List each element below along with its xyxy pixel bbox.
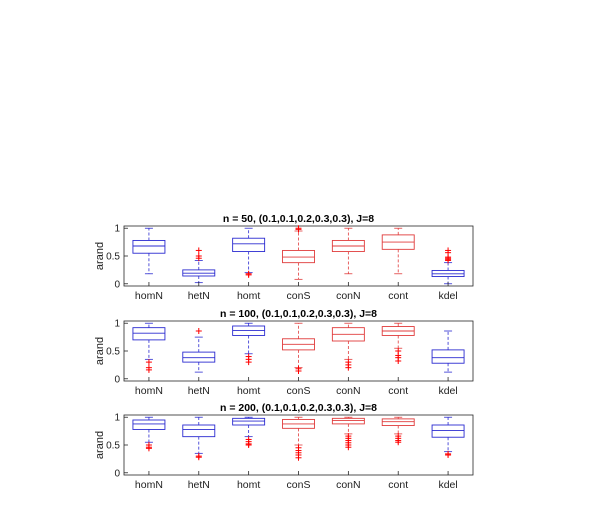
box-iqr <box>431 349 465 364</box>
chart-title: n = 100, (0.1,0.1,0.2,0.3,0.3), J=8 <box>220 308 377 320</box>
x-tick-label: conN <box>336 290 361 302</box>
box-homt <box>232 322 266 366</box>
outlier-marker <box>345 364 352 371</box>
x-tick-label: homt <box>237 290 260 302</box>
box-hetN <box>182 247 216 284</box>
outlier-marker <box>245 271 252 278</box>
box-iqr <box>331 417 365 425</box>
x-tick-label: kdel <box>438 385 457 397</box>
outlier-marker <box>245 442 252 448</box>
box-iqr <box>132 239 166 254</box>
outlier-marker <box>195 253 202 259</box>
outlier-marker <box>445 247 452 254</box>
x-tick-label: conS <box>287 385 311 397</box>
chart-title: n = 200, (0.1,0.1,0.2,0.3,0.3), J=8 <box>220 402 377 414</box>
outlier-marker <box>195 247 202 254</box>
outlier-marker <box>295 226 302 233</box>
outlier-marker <box>395 358 402 364</box>
outlier-marker <box>295 454 302 461</box>
box-iqr <box>381 418 415 427</box>
box-conS <box>282 416 315 461</box>
x-tick-label: hetN <box>188 479 210 491</box>
outlier-marker <box>395 439 402 446</box>
box-iqr <box>132 419 166 430</box>
y-axis-label: arand <box>94 242 106 270</box>
chart-panel-1: n = 50, (0.1,0.1,0.2,0.3,0.3), J=8arand0… <box>94 213 474 302</box>
x-tick-label: homN <box>135 479 163 491</box>
y-tick-label: 0.5 <box>106 252 120 263</box>
x-tick-label: cont <box>388 479 408 491</box>
y-tick-label: 1 <box>114 319 120 330</box>
box-cont <box>381 227 415 275</box>
outlier-marker <box>145 359 152 366</box>
box-conN <box>331 227 365 275</box>
box-homN <box>132 416 166 452</box>
x-tick-label: conN <box>336 385 361 397</box>
outlier-marker <box>295 368 302 374</box>
box-iqr <box>132 327 166 341</box>
box-homN <box>132 322 166 373</box>
y-tick-label: 0.5 <box>106 347 120 358</box>
box-homN <box>132 227 166 275</box>
box-iqr <box>232 237 266 253</box>
box-conN <box>331 416 365 451</box>
y-tick-label: 1 <box>114 224 120 235</box>
box-hetN <box>182 416 216 461</box>
chart-title: n = 50, (0.1,0.1,0.2,0.3,0.3), J=8 <box>223 213 374 225</box>
x-tick-label: hetN <box>188 290 210 302</box>
chart-panel-2: n = 100, (0.1,0.1,0.2,0.3,0.3), J=8 arand… <box>94 308 474 397</box>
outlier-marker <box>345 444 352 451</box>
x-tick-label: conN <box>336 479 361 491</box>
box-hetN <box>182 328 216 373</box>
x-tick-label: hetN <box>188 385 210 397</box>
y-tick-label: 0 <box>114 279 120 290</box>
x-tick-label: homt <box>237 385 260 397</box>
box-cont <box>381 322 415 364</box>
x-tick-label: kdel <box>438 479 457 491</box>
x-tick-label: conS <box>287 479 311 491</box>
box-kdel <box>431 416 465 458</box>
y-tick-label: 0 <box>114 468 120 479</box>
outlier-marker <box>195 328 202 334</box>
outlier-marker <box>145 445 152 452</box>
box-iqr <box>182 424 216 438</box>
box-conN <box>331 322 365 371</box>
x-tick-label: cont <box>388 385 408 397</box>
box-conS <box>282 225 315 280</box>
y-axis-label: arand <box>94 337 106 365</box>
outlier-marker <box>195 454 202 461</box>
chart-panel-3: n = 200, (0.1,0.1,0.2,0.3,0.3), J=8 arand… <box>94 402 474 491</box>
x-tick-label: cont <box>388 290 408 302</box>
box-iqr <box>282 249 315 264</box>
x-tick-label: homN <box>135 290 163 302</box>
y-tick-label: 0 <box>114 374 120 385</box>
y-tick-label: 0.5 <box>106 441 120 452</box>
box-kdel <box>431 330 465 373</box>
x-tick-label: kdel <box>438 290 457 302</box>
box-homt <box>232 227 266 278</box>
outlier-marker <box>145 366 152 373</box>
outlier-marker <box>445 452 452 458</box>
y-tick-label: 1 <box>114 413 120 424</box>
x-tick-label: conS <box>287 290 311 302</box>
box-homt <box>232 416 266 448</box>
box-iqr <box>431 424 465 438</box>
box-iqr <box>232 417 266 426</box>
x-tick-label: homt <box>237 479 260 491</box>
box-kdel <box>431 247 465 285</box>
box-cont <box>381 416 415 446</box>
outlier-marker <box>245 359 252 366</box>
x-tick-label: homN <box>135 385 163 397</box>
box-conS <box>282 322 315 374</box>
y-axis-label: arand <box>94 431 106 459</box>
box-iqr <box>182 351 216 363</box>
